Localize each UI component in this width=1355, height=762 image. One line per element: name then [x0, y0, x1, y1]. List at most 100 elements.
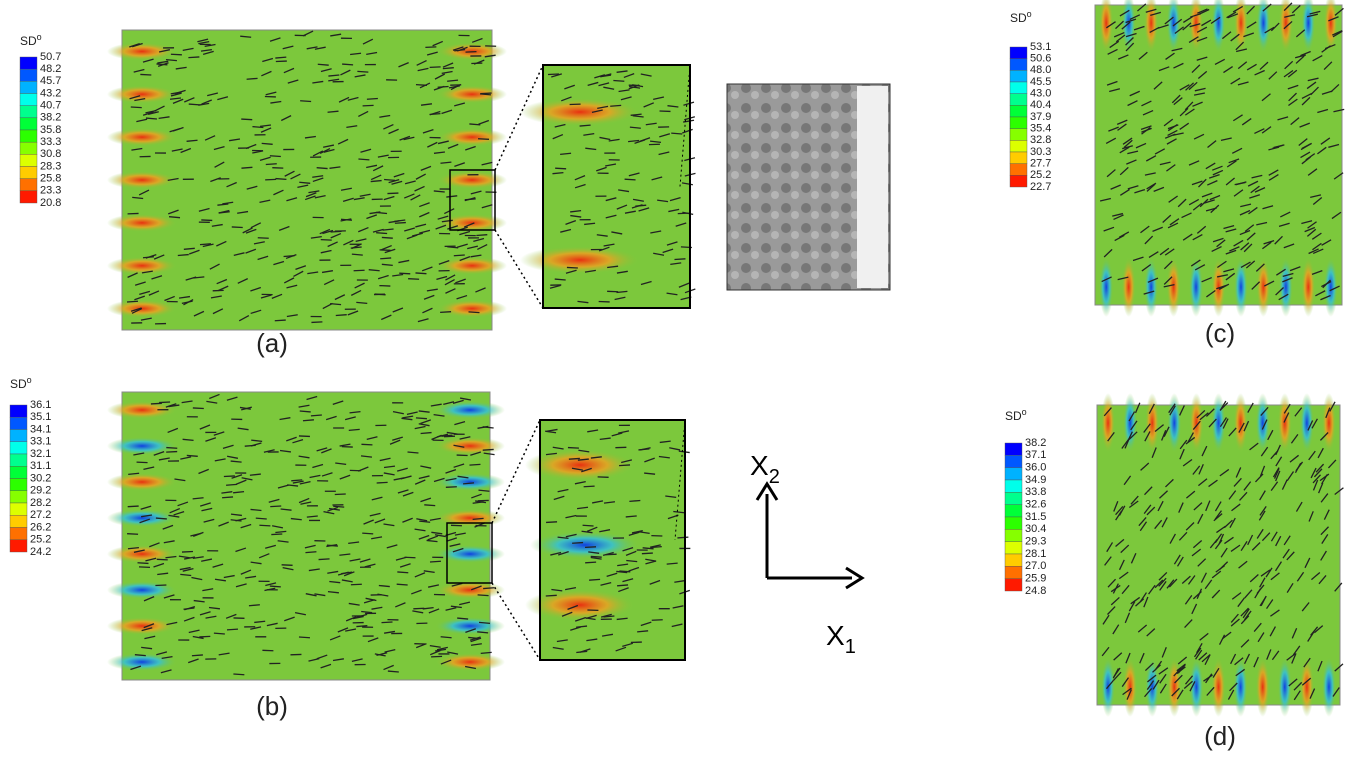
- legend-swatch: [10, 417, 27, 429]
- fibre-dash: [224, 476, 235, 477]
- hotspot: [1167, 257, 1181, 317]
- fibre-dash: [610, 105, 621, 106]
- fibre-dash: [128, 506, 139, 507]
- fibre-dash: [584, 486, 595, 487]
- fibre-dash: [159, 402, 170, 403]
- fibre-dash: [214, 633, 225, 634]
- fibre-dash: [275, 179, 286, 180]
- legend-title-text: SD: [1010, 11, 1027, 25]
- legend-swatch: [20, 154, 37, 166]
- fibre-dash: [192, 655, 203, 656]
- fibre-dash: [258, 238, 269, 239]
- panel-label: (d): [1204, 721, 1236, 751]
- legend-title: SDo: [10, 375, 32, 391]
- fibre-dash: [336, 315, 347, 316]
- fibre-dash: [569, 458, 580, 459]
- legend-tick-label: 45.5: [1030, 76, 1051, 88]
- hotspot: [1322, 657, 1336, 717]
- hotspot: [1301, 257, 1315, 317]
- legend-tick-label: 27.2: [30, 509, 51, 521]
- fibre-dash: [606, 554, 617, 555]
- fibre-dash: [483, 449, 494, 450]
- legend-tick-label: 22.7: [1030, 181, 1051, 193]
- fibre-dash: [454, 255, 465, 256]
- legend-swatch: [20, 118, 37, 130]
- hotspot: [1234, 393, 1248, 453]
- hotspot: [520, 246, 640, 274]
- field-bg: [122, 392, 490, 680]
- legend-swatch: [1010, 140, 1027, 152]
- fibre-dash: [674, 259, 685, 260]
- hotspot: [1322, 393, 1336, 453]
- hotspot: [107, 214, 177, 232]
- legend-tick-label: 35.8: [40, 124, 61, 136]
- fibre-dash: [266, 164, 277, 165]
- fibre-dash: [226, 484, 237, 485]
- legend-swatch: [1005, 492, 1022, 504]
- fibre-dash: [589, 579, 600, 580]
- fibre-dash: [131, 107, 142, 108]
- hotspot: [1189, 393, 1203, 453]
- fibre-dash: [351, 584, 362, 585]
- fibre-dash: [311, 415, 322, 416]
- hotspot: [525, 589, 635, 621]
- legend-tick-label: 50.7: [40, 51, 61, 63]
- fibre-dash: [270, 586, 281, 587]
- legend-tick-label: 30.4: [1025, 523, 1046, 535]
- fibre-dash: [481, 93, 492, 94]
- fibre-dash: [271, 534, 282, 535]
- legend-swatch: [10, 515, 27, 527]
- legend-tick-label: 40.4: [1030, 99, 1051, 111]
- legend-tick-label: 25.2: [30, 534, 51, 546]
- fibre-dash: [270, 506, 281, 507]
- legend-tick-label: 36.0: [1025, 462, 1046, 474]
- fibre-dash: [156, 518, 167, 519]
- fibre-dash: [140, 74, 151, 75]
- hotspot: [435, 473, 505, 491]
- hotspot: [435, 617, 505, 635]
- legend-swatch: [10, 540, 27, 552]
- fibre-dash: [583, 525, 594, 526]
- hotspot: [107, 257, 177, 275]
- legend-tick-label: 23.3: [40, 185, 61, 197]
- fibre-dash: [127, 301, 138, 302]
- legend-tick-label: 25.2: [1030, 169, 1051, 181]
- legend-tick-label: 37.1: [1025, 449, 1046, 461]
- contour-field: [1095, 0, 1344, 317]
- hotspot: [1144, 257, 1158, 317]
- field-bg: [122, 30, 492, 330]
- legend-swatch: [1005, 554, 1022, 566]
- panel-label: (c): [1205, 318, 1235, 348]
- legend-swatch: [1010, 175, 1027, 187]
- legend-tick-label: 38.2: [40, 112, 61, 124]
- fibre-dash: [430, 561, 441, 562]
- fibre-dash: [424, 505, 435, 506]
- fibre-dash: [382, 237, 393, 238]
- fibre-dash: [182, 552, 193, 553]
- contour-field: [107, 30, 507, 330]
- hotspot: [1278, 657, 1292, 717]
- legend-swatch: [20, 81, 37, 93]
- fibre-dash: [416, 418, 427, 419]
- legend-tick-label: 31.1: [30, 460, 51, 472]
- fibre-dash: [241, 167, 252, 168]
- fibre-dash: [232, 227, 243, 228]
- legend-swatch: [10, 479, 27, 491]
- fibre-dash: [256, 518, 267, 519]
- hotspot: [1123, 657, 1137, 717]
- axis-label-base: X: [750, 450, 769, 481]
- legend-swatch: [20, 106, 37, 118]
- legend-tick-label: 32.8: [1030, 134, 1051, 146]
- fibre-dash: [299, 637, 310, 638]
- fibre-dash: [384, 179, 395, 180]
- legend-tick-label: 30.3: [1030, 146, 1051, 158]
- contour-field: [1097, 393, 1343, 717]
- legend-swatch: [10, 442, 27, 454]
- fibre-dash: [137, 462, 148, 463]
- axis-label-sub: 1: [845, 636, 856, 658]
- hotspot: [437, 171, 507, 189]
- fibre-dash: [469, 312, 480, 313]
- legend-tick-label: 43.0: [1030, 88, 1051, 100]
- legend-tick-label: 32.1: [30, 448, 51, 460]
- hotspot: [435, 437, 505, 455]
